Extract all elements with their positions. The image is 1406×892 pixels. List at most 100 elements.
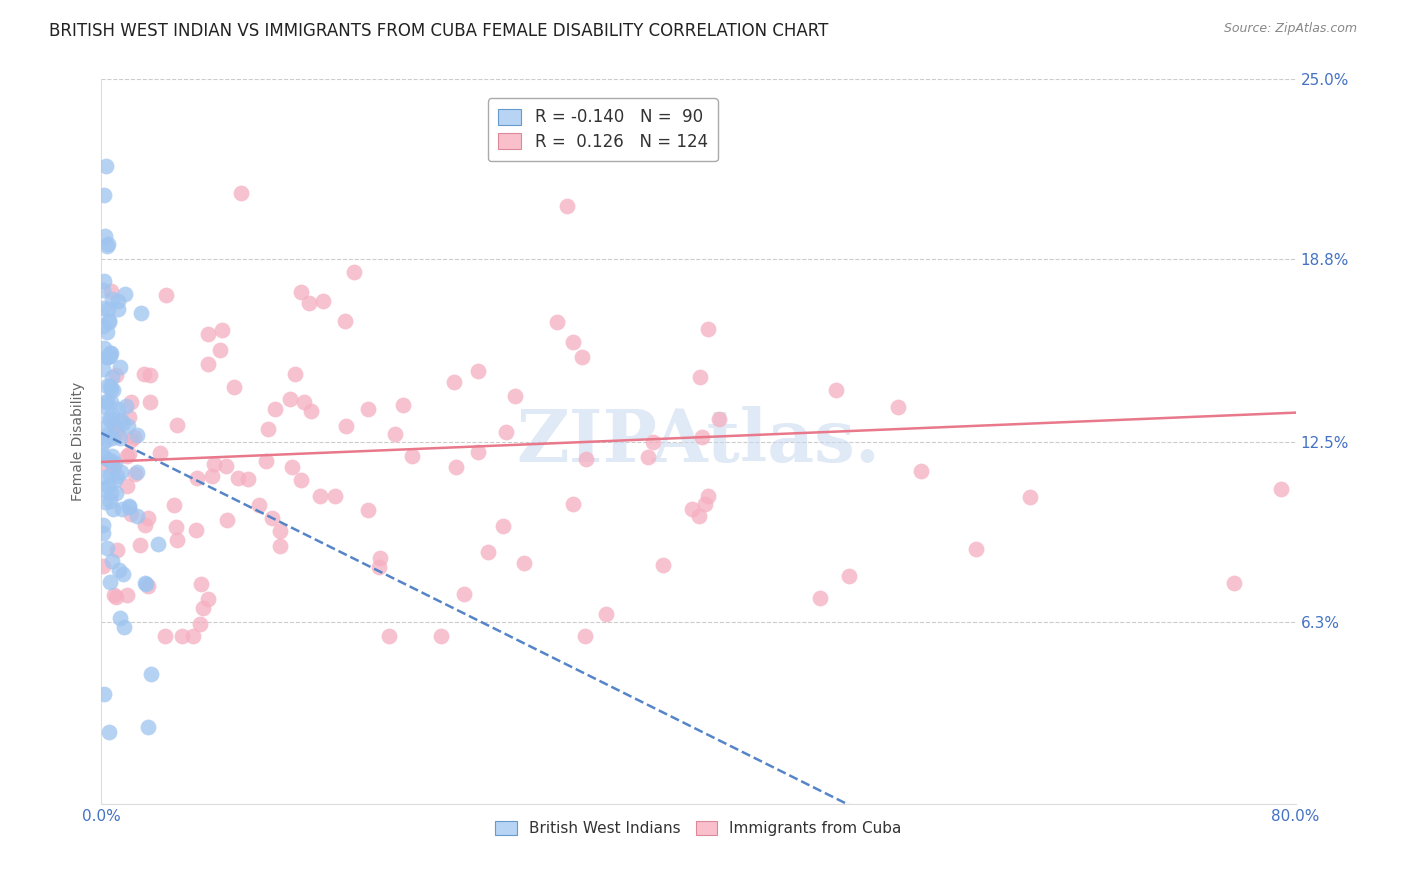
- Point: [229, 186, 252, 200]
- Point: [689, 370, 711, 384]
- Point: [94, 433, 117, 447]
- Point: [91, 301, 114, 315]
- Point: [100, 349, 122, 363]
- Point: [96, 325, 118, 339]
- Point: [166, 533, 188, 548]
- Point: [401, 449, 423, 463]
- Point: [155, 629, 177, 643]
- Point: [112, 567, 135, 582]
- Point: [100, 383, 122, 397]
- Point: [93, 188, 115, 202]
- Point: [290, 473, 312, 487]
- Point: [138, 394, 160, 409]
- Point: [254, 454, 277, 468]
- Point: [98, 345, 121, 359]
- Point: [257, 422, 280, 436]
- Point: [688, 509, 710, 524]
- Point: [141, 666, 163, 681]
- Point: [467, 445, 489, 459]
- Point: [94, 451, 117, 466]
- Point: [561, 335, 583, 350]
- Point: [652, 558, 675, 572]
- Point: [165, 520, 187, 534]
- Point: [166, 418, 188, 433]
- Point: [98, 452, 121, 467]
- Point: [108, 431, 131, 445]
- Point: [98, 316, 121, 330]
- Point: [495, 425, 517, 439]
- Point: [96, 394, 118, 409]
- Point: [697, 489, 720, 503]
- Point: [148, 537, 170, 551]
- Point: [93, 457, 115, 471]
- Point: [637, 450, 659, 464]
- Point: [103, 588, 125, 602]
- Point: [105, 468, 128, 483]
- Point: [101, 370, 124, 384]
- Y-axis label: Female Disability: Female Disability: [72, 382, 86, 501]
- Point: [197, 327, 219, 342]
- Point: [127, 508, 149, 523]
- Point: [138, 579, 160, 593]
- Point: [696, 322, 718, 336]
- Point: [107, 301, 129, 316]
- Point: [96, 395, 118, 409]
- Point: [120, 433, 142, 447]
- Point: [91, 362, 114, 376]
- Point: [134, 517, 156, 532]
- Point: [264, 402, 287, 417]
- Point: [477, 545, 499, 559]
- Point: [139, 368, 162, 382]
- Point: [503, 389, 526, 403]
- Point: [492, 518, 515, 533]
- Point: [134, 575, 156, 590]
- Point: [93, 342, 115, 356]
- Point: [108, 611, 131, 625]
- Point: [356, 503, 378, 517]
- Point: [571, 351, 593, 365]
- Point: [97, 427, 120, 442]
- Point: [444, 460, 467, 475]
- Point: [105, 542, 128, 557]
- Point: [96, 350, 118, 364]
- Point: [278, 392, 301, 407]
- Text: ZIPAtlas.: ZIPAtlas.: [516, 406, 880, 477]
- Point: [574, 629, 596, 643]
- Point: [910, 465, 932, 479]
- Point: [595, 607, 617, 622]
- Point: [211, 323, 233, 337]
- Point: [135, 576, 157, 591]
- Point: [107, 425, 129, 440]
- Point: [115, 588, 138, 602]
- Point: [1270, 482, 1292, 496]
- Point: [111, 501, 134, 516]
- Point: [693, 497, 716, 511]
- Point: [343, 265, 366, 279]
- Point: [155, 288, 177, 302]
- Point: [118, 447, 141, 461]
- Point: [965, 542, 987, 557]
- Point: [513, 556, 536, 570]
- Point: [97, 236, 120, 251]
- Point: [100, 454, 122, 468]
- Point: [209, 343, 232, 358]
- Point: [117, 418, 139, 433]
- Point: [707, 412, 730, 426]
- Point: [284, 367, 307, 381]
- Point: [94, 159, 117, 173]
- Point: [562, 497, 585, 511]
- Point: [118, 410, 141, 425]
- Point: [101, 449, 124, 463]
- Point: [100, 284, 122, 298]
- Point: [197, 357, 219, 371]
- Point: [101, 502, 124, 516]
- Point: [110, 465, 132, 479]
- Point: [91, 448, 114, 462]
- Point: [94, 470, 117, 484]
- Point: [98, 411, 121, 425]
- Point: [125, 465, 148, 479]
- Point: [97, 479, 120, 493]
- Point: [197, 591, 219, 606]
- Point: [93, 283, 115, 297]
- Point: [453, 587, 475, 601]
